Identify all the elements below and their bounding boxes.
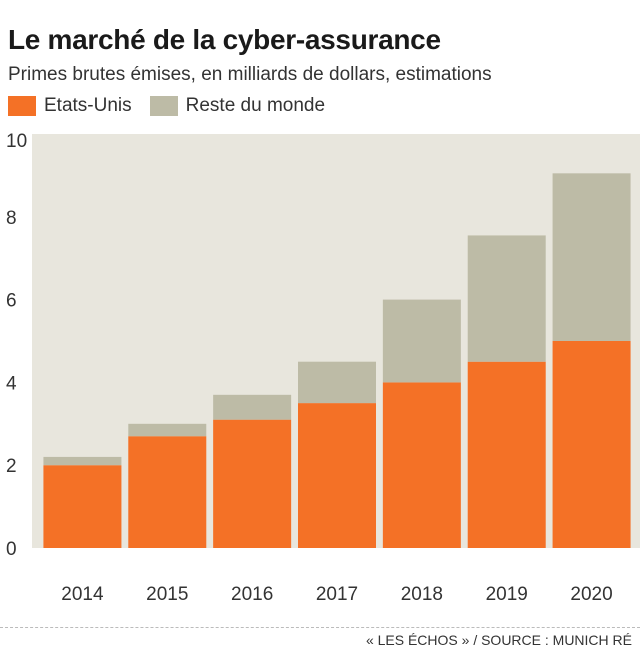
x-tick-label: 2014 xyxy=(61,584,104,605)
x-tick-label: 2019 xyxy=(486,584,528,605)
bar-etats-unis xyxy=(467,361,546,548)
bar-etats-unis xyxy=(552,341,631,548)
x-tick-label: 2015 xyxy=(146,584,188,605)
y-tick-label: 10 xyxy=(6,131,27,152)
chart-title: Le marché de la cyber-assurance xyxy=(8,24,441,55)
chart-subtitle: Primes brutes émises, en milliards de do… xyxy=(8,64,492,85)
y-tick-label: 6 xyxy=(6,291,17,312)
x-tick-label: 2016 xyxy=(231,584,273,605)
bar-chart: 0 2 4 6 8 10 2014 2015 2016 2017 2018 2019 2020 xyxy=(6,131,640,605)
y-tick-label: 2 xyxy=(6,456,17,477)
legend-item-us: Etats-Unis xyxy=(8,95,132,117)
legend: Etats-Unis Reste du monde xyxy=(8,95,325,117)
bar-etats-unis xyxy=(213,419,292,548)
bar-reste-du-monde xyxy=(382,299,461,383)
bar-reste-du-monde xyxy=(43,456,122,466)
bar-reste-du-monde xyxy=(298,361,376,404)
bar-reste-du-monde xyxy=(213,394,292,420)
legend-label-rest: Reste du monde xyxy=(185,95,326,116)
y-tick-label: 0 xyxy=(6,539,17,560)
legend-label-us: Etats-Unis xyxy=(44,95,132,116)
legend-item-rest: Reste du monde xyxy=(149,95,326,117)
bar-reste-du-monde xyxy=(552,173,631,341)
x-tick-label: 2017 xyxy=(316,584,358,605)
legend-swatch-rest xyxy=(149,96,178,116)
bar-etats-unis xyxy=(43,465,122,548)
bar-reste-du-monde xyxy=(128,423,207,437)
y-tick-label: 8 xyxy=(6,208,17,229)
y-tick-label: 4 xyxy=(6,373,17,394)
bar-etats-unis xyxy=(298,403,376,548)
source-credit: « LES ÉCHOS » / SOURCE : MUNICH RÉ xyxy=(365,632,632,648)
bar-etats-unis xyxy=(382,382,461,548)
x-tick-label: 2018 xyxy=(401,584,443,605)
legend-swatch-us xyxy=(8,96,36,116)
bar-reste-du-monde xyxy=(467,235,546,362)
x-tick-label: 2020 xyxy=(570,584,612,605)
bar-etats-unis xyxy=(128,436,207,548)
divider xyxy=(0,627,640,628)
